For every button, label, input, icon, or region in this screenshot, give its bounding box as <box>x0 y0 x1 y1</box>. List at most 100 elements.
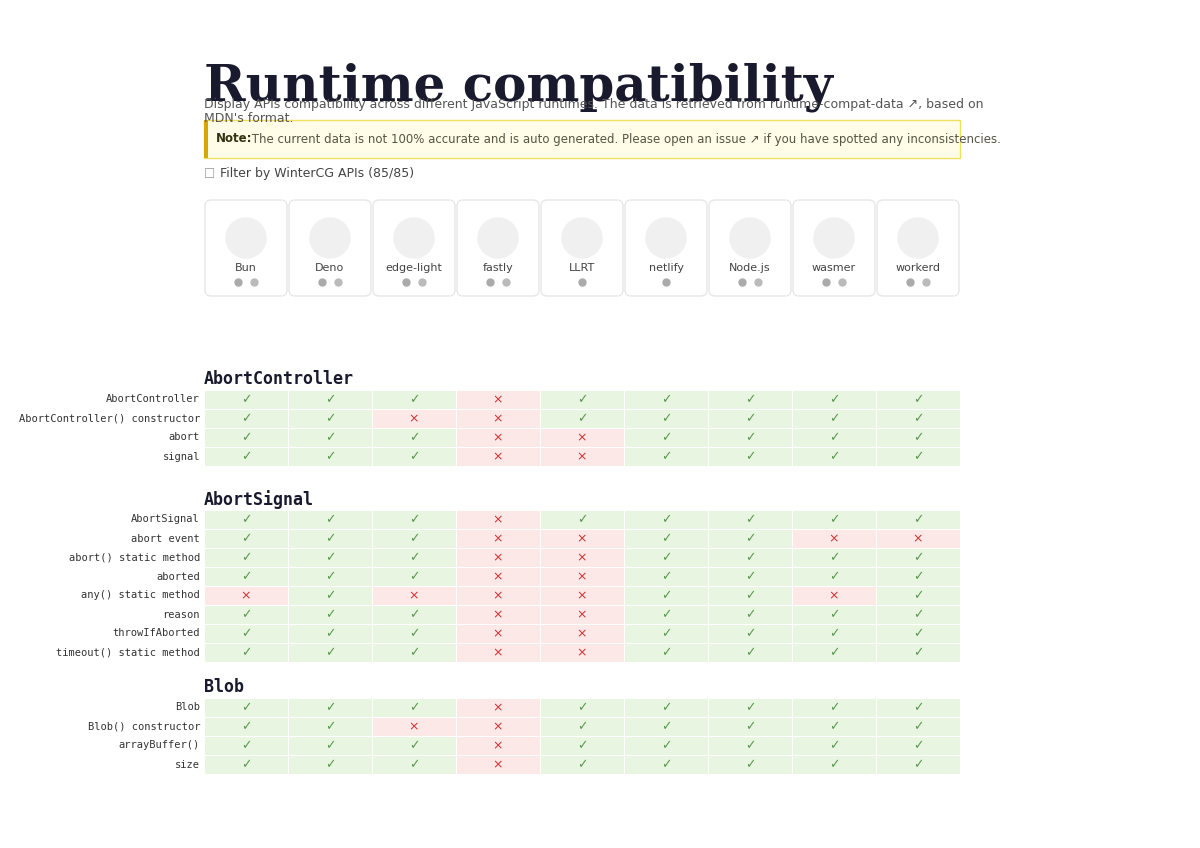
Bar <box>456 510 540 528</box>
Text: ×: × <box>493 589 503 602</box>
Text: ✓: ✓ <box>325 646 335 659</box>
Bar <box>624 699 708 717</box>
Bar <box>372 605 456 623</box>
Text: ✓: ✓ <box>745 758 755 771</box>
Bar <box>456 390 540 409</box>
Text: ✓: ✓ <box>241 701 251 714</box>
Text: ✓: ✓ <box>829 608 839 621</box>
Bar <box>540 756 624 773</box>
Bar <box>204 624 288 643</box>
Bar <box>456 756 540 773</box>
Text: ✓: ✓ <box>661 720 671 733</box>
Text: ✓: ✓ <box>745 450 755 463</box>
Text: ☐: ☐ <box>204 168 215 181</box>
Bar <box>708 756 792 773</box>
Text: ✓: ✓ <box>409 450 419 463</box>
Bar <box>792 510 876 528</box>
Bar <box>540 410 624 427</box>
FancyBboxPatch shape <box>457 200 539 296</box>
Text: ×: × <box>493 551 503 564</box>
Bar <box>372 756 456 773</box>
Bar <box>456 699 540 717</box>
Bar <box>792 587 876 605</box>
Text: AbortController: AbortController <box>107 394 200 404</box>
Text: ✓: ✓ <box>745 532 755 545</box>
Bar <box>288 737 372 755</box>
Text: ✓: ✓ <box>913 393 923 406</box>
Bar <box>876 756 960 773</box>
Bar <box>624 567 708 585</box>
Bar <box>792 529 876 548</box>
FancyBboxPatch shape <box>541 200 623 296</box>
FancyBboxPatch shape <box>709 200 791 296</box>
Bar <box>372 410 456 427</box>
Text: ✓: ✓ <box>409 431 419 444</box>
Text: Display APIs compatibility across different JavaScript runtimes. The data is ret: Display APIs compatibility across differ… <box>204 98 984 111</box>
Bar <box>624 390 708 409</box>
Bar <box>792 410 876 427</box>
Bar <box>204 510 288 528</box>
Bar <box>708 529 792 548</box>
Text: ×: × <box>577 551 587 564</box>
Text: wasmer: wasmer <box>812 263 856 273</box>
Text: ✓: ✓ <box>745 393 755 406</box>
Text: ✓: ✓ <box>325 627 335 640</box>
Circle shape <box>226 218 266 258</box>
Text: MDN's format.: MDN's format. <box>204 112 294 125</box>
Bar <box>288 644 372 661</box>
Text: ✓: ✓ <box>661 608 671 621</box>
Bar <box>288 410 372 427</box>
Text: ✓: ✓ <box>325 513 335 526</box>
Bar <box>540 448 624 466</box>
Bar <box>708 699 792 717</box>
Text: ×: × <box>493 758 503 771</box>
Bar <box>288 624 372 643</box>
Text: ✓: ✓ <box>661 739 671 752</box>
Text: ✓: ✓ <box>745 720 755 733</box>
Text: ✓: ✓ <box>745 513 755 526</box>
Bar <box>624 756 708 773</box>
Text: ×: × <box>577 608 587 621</box>
Bar <box>876 410 960 427</box>
Text: timeout() static method: timeout() static method <box>56 648 200 657</box>
Text: ✓: ✓ <box>241 608 251 621</box>
Bar <box>540 605 624 623</box>
FancyBboxPatch shape <box>373 200 455 296</box>
Text: workerd: workerd <box>895 263 941 273</box>
Text: ×: × <box>493 513 503 526</box>
Bar <box>204 549 288 566</box>
Text: ×: × <box>493 646 503 659</box>
Text: ×: × <box>577 450 587 463</box>
Text: netlify: netlify <box>648 263 684 273</box>
Text: abort: abort <box>169 432 200 443</box>
Text: ✓: ✓ <box>913 513 923 526</box>
Bar <box>288 587 372 605</box>
Text: ×: × <box>577 589 587 602</box>
Text: ✓: ✓ <box>241 532 251 545</box>
Text: ×: × <box>577 570 587 583</box>
Bar <box>372 428 456 447</box>
Text: ✓: ✓ <box>241 739 251 752</box>
Bar <box>624 410 708 427</box>
Text: ✓: ✓ <box>661 758 671 771</box>
Bar <box>540 390 624 409</box>
Bar <box>540 624 624 643</box>
Text: ✓: ✓ <box>913 412 923 425</box>
Bar <box>792 756 876 773</box>
Text: ✓: ✓ <box>913 431 923 444</box>
Text: ✓: ✓ <box>325 393 335 406</box>
Bar <box>624 428 708 447</box>
Bar <box>624 549 708 566</box>
Text: ✓: ✓ <box>241 393 251 406</box>
Bar <box>624 587 708 605</box>
Bar <box>372 510 456 528</box>
Text: ✓: ✓ <box>577 739 587 752</box>
Text: ✓: ✓ <box>745 701 755 714</box>
FancyBboxPatch shape <box>205 200 287 296</box>
Text: The current data is not 100% accurate and is auto generated. Please open an issu: The current data is not 100% accurate an… <box>248 132 1001 146</box>
Bar <box>372 699 456 717</box>
Text: ×: × <box>493 627 503 640</box>
Text: abort event: abort event <box>131 533 200 544</box>
Text: ✓: ✓ <box>325 412 335 425</box>
Text: Node.js: Node.js <box>730 263 770 273</box>
